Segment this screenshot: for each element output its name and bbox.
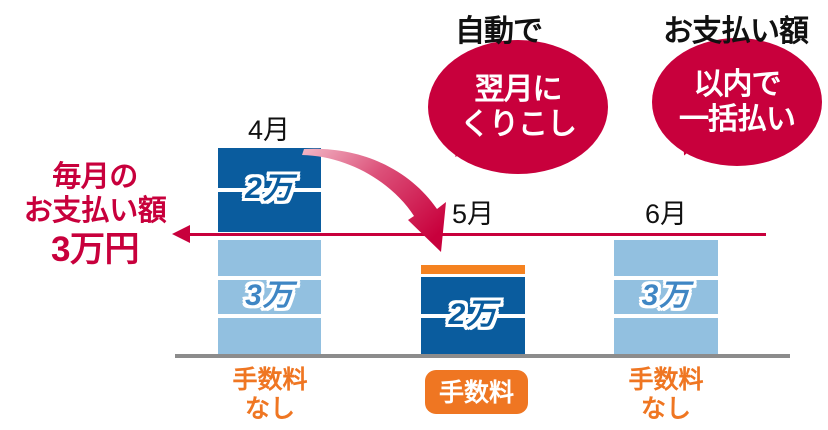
june-payment-amount: 3万 xyxy=(641,279,691,312)
month-label-may: 5月 xyxy=(451,199,495,229)
bubble-carryover-line2: くりこし xyxy=(460,108,577,141)
chart-baseline-axis xyxy=(175,354,790,358)
june-fee-label-line1: 手数料 xyxy=(628,366,704,394)
june-payment-segment xyxy=(614,240,718,354)
june-payment-divider-1 xyxy=(614,276,718,280)
may-fee-badge: 手数料 xyxy=(425,370,529,414)
april-fee-label-line2: なし xyxy=(244,394,295,423)
june-fee-label-line2: なし xyxy=(640,394,691,423)
june-payment-divider-2 xyxy=(614,314,718,318)
monthly-payment-label: 毎月の お支払い額 3万円 xyxy=(0,160,190,271)
april-fee-label-line1: 手数料 xyxy=(232,366,308,394)
speech-bubble-lumpsum: お支払い額 以内で 一括払い xyxy=(648,2,828,187)
monthly-payment-label-line1: 毎月の xyxy=(52,161,138,193)
may-fee-cap-segment xyxy=(421,265,525,274)
bubble-lumpsum-top-text: お支払い額 xyxy=(663,15,809,48)
speech-bubble-carryover: 自動で 翌月に くりこし xyxy=(428,2,613,187)
may-payment-amount: 2万 xyxy=(448,298,498,331)
bubble-carryover-top-text: 自動で xyxy=(455,15,543,48)
carryover-curved-arrow-icon xyxy=(302,148,446,252)
april-payment-divider-2 xyxy=(218,314,321,318)
bubble-lumpsum-line1: 以内で xyxy=(693,67,782,101)
may-payment-divider xyxy=(421,314,525,318)
april-payment-amount: 3万 xyxy=(245,279,294,312)
april-payment-divider-1 xyxy=(218,276,321,280)
payment-threshold-line xyxy=(186,233,766,236)
april-payment-segment xyxy=(218,240,321,354)
bubble-carryover-line1: 翌月に xyxy=(474,72,563,106)
june-fee-label: 手数料 なし xyxy=(591,366,741,424)
april-carryover-amount: 2万 xyxy=(245,172,294,205)
payment-line-arrowhead-icon xyxy=(172,225,190,243)
april-carryover-divider xyxy=(218,188,321,192)
monthly-payment-label-line2: お支払い額 xyxy=(23,195,167,228)
monthly-payment-label-amount: 3万円 xyxy=(51,230,139,270)
april-fee-label: 手数料 なし xyxy=(195,366,345,424)
month-label-june: 6月 xyxy=(644,199,688,229)
bubble-lumpsum-line2: 一括払い xyxy=(679,103,796,136)
month-label-april: 4月 xyxy=(247,115,291,145)
